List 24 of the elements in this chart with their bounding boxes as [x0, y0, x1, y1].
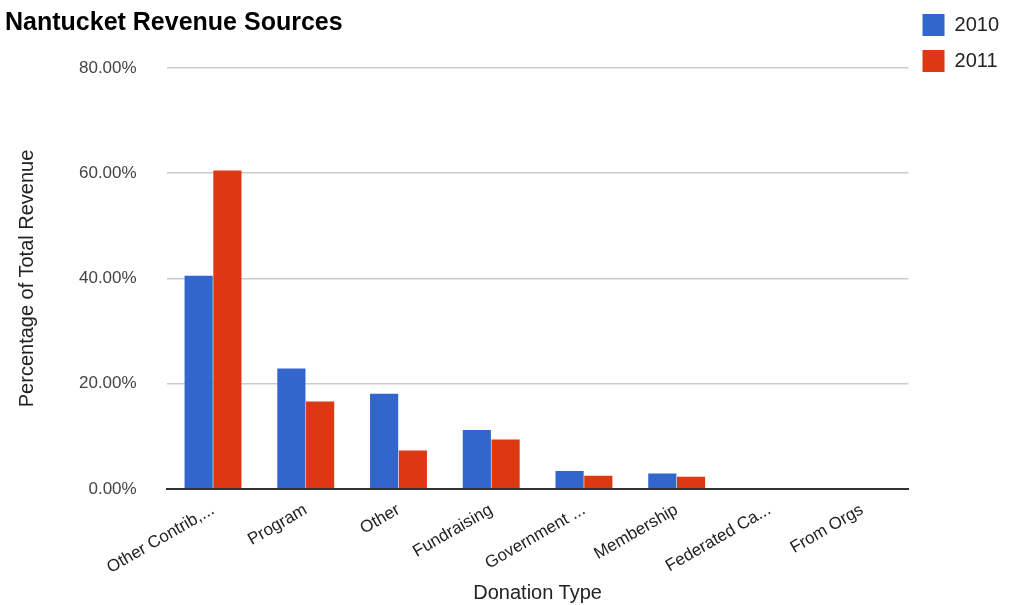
y-tick-label: 40.00%	[78, 268, 137, 288]
bar	[555, 470, 584, 489]
x-tick-label: Other	[356, 499, 404, 538]
bar	[462, 429, 491, 489]
y-tick-label: 80.00%	[78, 57, 137, 77]
bar	[491, 439, 520, 489]
x-axis-title: Donation Type	[473, 580, 602, 603]
legend-label: 2010	[954, 12, 1000, 35]
bar	[584, 475, 613, 489]
bar	[648, 473, 677, 489]
bar	[213, 170, 242, 489]
bar	[398, 450, 427, 489]
chart-title: Nantucket Revenue Sources	[5, 6, 343, 35]
y-tick-label: 60.00%	[78, 162, 137, 182]
bar	[184, 275, 213, 489]
bar	[370, 393, 399, 489]
legend-label: 2011	[954, 48, 998, 71]
bar	[306, 401, 335, 489]
y-axis-title: Percentage of Total Revenue	[14, 149, 37, 408]
bar	[277, 368, 306, 489]
bar	[676, 476, 706, 489]
y-tick-label: 20.00%	[78, 373, 137, 393]
y-tick-label: 0.00%	[88, 478, 137, 498]
x-tick-label: From Orgs	[786, 499, 867, 557]
